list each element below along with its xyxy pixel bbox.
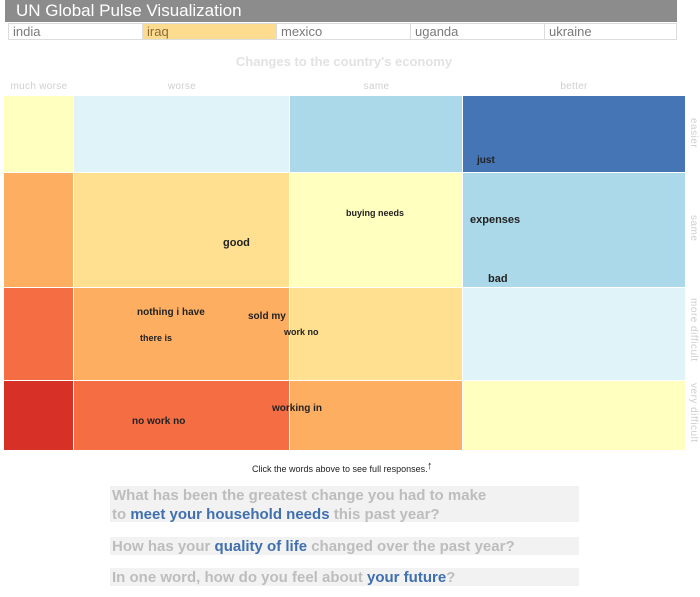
cursor-arrow-icon: ↑ xyxy=(427,460,433,472)
tab-mexico[interactable]: mexico xyxy=(277,24,411,39)
question-3-text: In one word, how do you feel about xyxy=(112,569,367,586)
question-2-end: changed over the past year? xyxy=(307,538,515,555)
heatmap-cell-r0-c0 xyxy=(4,96,73,172)
word-sold-my[interactable]: sold my xyxy=(248,311,286,322)
heatmap-cell-r1-c0 xyxy=(4,173,73,287)
row-label-very-difficult: very difficult xyxy=(688,383,699,443)
word-expenses[interactable]: expenses xyxy=(470,214,521,226)
word-just[interactable]: just xyxy=(477,155,495,166)
question-household-needs[interactable]: What has been the greatest change you ha… xyxy=(110,486,579,523)
hint-text: Click the words above to see full respon… xyxy=(252,464,428,474)
heatmap-cell-r2-c0 xyxy=(4,288,73,380)
tab-iraq[interactable]: iraq xyxy=(143,24,277,39)
column-label-much-worse: much worse xyxy=(10,81,68,92)
question-2-highlight: quality of life xyxy=(214,538,308,555)
row-label-easier: easier xyxy=(688,118,699,149)
heatmap-cell-r3-c0 xyxy=(4,381,73,450)
word-work-no[interactable]: work no xyxy=(284,327,319,337)
row-label-same: same xyxy=(688,215,699,242)
question-2-text: How has your xyxy=(112,538,215,555)
heatmap-cell-r2-c1 xyxy=(74,288,289,380)
question-1-text: What has been the greatest change you ha… xyxy=(112,487,487,504)
heatmap-cell-r0-c3 xyxy=(463,96,685,172)
word-there-is[interactable]: there is xyxy=(140,333,173,343)
question-3-highlight: your future xyxy=(367,569,447,586)
chart-title: Changes to the country's economy xyxy=(235,54,453,69)
question-1-end: this past year? xyxy=(329,506,440,523)
word-good[interactable]: good xyxy=(223,237,250,249)
question-1-highlight: meet your household needs xyxy=(130,506,330,523)
heatmap-cell-r1-c2 xyxy=(290,173,462,287)
row-label-more-difficult: more difficult xyxy=(688,298,699,362)
tab-ukraine[interactable]: ukraine xyxy=(549,24,592,39)
heatmap-cell-r2-c3 xyxy=(463,288,685,380)
word-buying-needs[interactable]: buying needs xyxy=(346,208,405,218)
word-nothing-i-have[interactable]: nothing i have xyxy=(137,307,205,318)
heatmap-cell-r3-c2 xyxy=(290,381,462,450)
question-quality-of-life[interactable]: How has your quality of life changed ove… xyxy=(110,537,579,555)
word-no-work-no[interactable]: no work no xyxy=(132,416,186,427)
heatmap-cell-r2-c2 xyxy=(290,288,462,380)
country-tabs: india iraq mexico uganda ukraine xyxy=(8,23,677,40)
word-working-in[interactable]: working in xyxy=(272,403,322,414)
tab-uganda[interactable]: uganda xyxy=(411,24,545,39)
heatmap-cell-r3-c3 xyxy=(463,381,685,450)
heatmap-cell-r0-c2 xyxy=(290,96,462,172)
heatmap-cell-r3-c1 xyxy=(74,381,289,450)
tab-india[interactable]: india xyxy=(9,24,143,39)
question-3-end: ? xyxy=(446,569,456,586)
heatmap-cell-r1-c1 xyxy=(74,173,289,287)
column-label-better: better xyxy=(560,81,588,92)
question-your-future[interactable]: In one word, how do you feel about your … xyxy=(110,568,579,586)
question-1-text-2: to xyxy=(112,506,131,523)
heatmap-cell-r0-c1 xyxy=(74,96,289,172)
column-label-same: same xyxy=(363,81,390,92)
heatmap-cell-r1-c3 xyxy=(463,173,685,287)
app-title: UN Global Pulse Visualization xyxy=(5,0,677,22)
word-bad[interactable]: bad xyxy=(488,273,508,285)
column-label-worse: worse xyxy=(167,81,197,92)
